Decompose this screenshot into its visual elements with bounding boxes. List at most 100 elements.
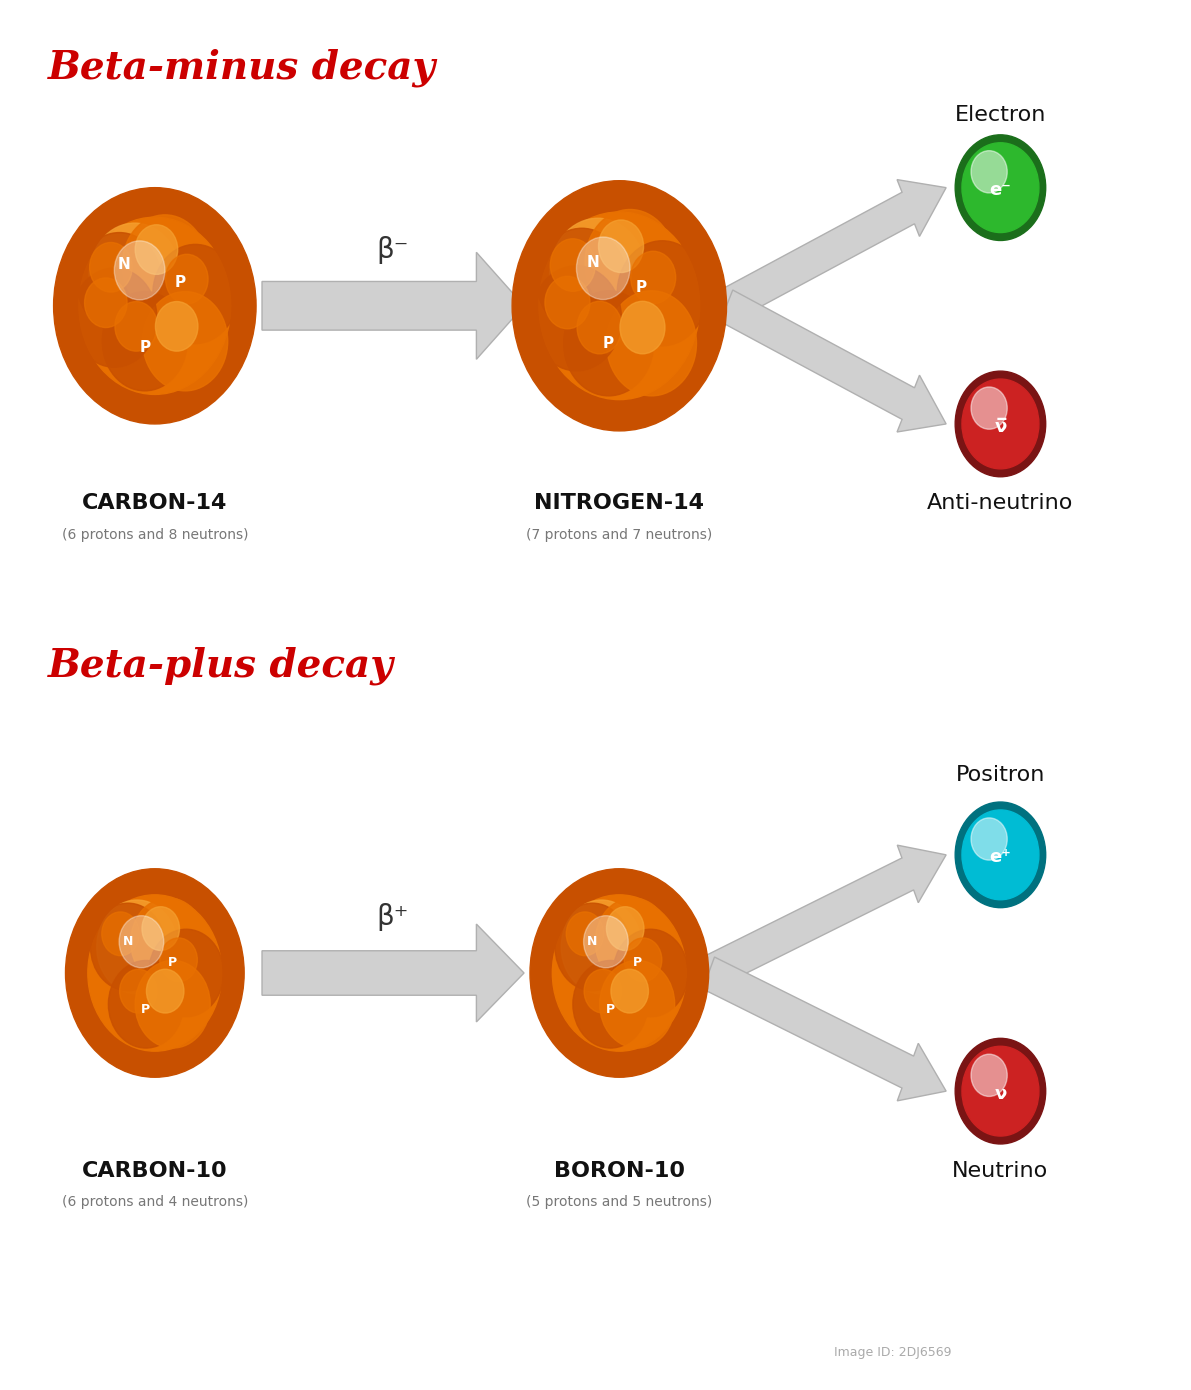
Circle shape xyxy=(617,240,707,346)
Circle shape xyxy=(119,916,164,967)
Text: (5 protons and 5 neutrons): (5 protons and 5 neutrons) xyxy=(526,1195,712,1209)
Circle shape xyxy=(599,220,643,272)
Circle shape xyxy=(600,960,674,1048)
Circle shape xyxy=(108,960,183,1048)
Text: alamy: alamy xyxy=(48,1347,132,1371)
Text: P: P xyxy=(175,275,186,289)
Text: NITROGEN-14: NITROGEN-14 xyxy=(535,493,704,513)
Circle shape xyxy=(971,1054,1008,1097)
Text: Anti-neutrino: Anti-neutrino xyxy=(928,493,1073,513)
Text: (6 protons and 4 neutrons): (6 protons and 4 neutrons) xyxy=(62,1195,248,1209)
Circle shape xyxy=(611,969,648,1013)
Circle shape xyxy=(573,960,648,1048)
Circle shape xyxy=(136,225,177,274)
Text: Beta-minus decay: Beta-minus decay xyxy=(48,49,436,88)
Circle shape xyxy=(123,215,207,314)
Circle shape xyxy=(563,291,654,396)
Circle shape xyxy=(85,278,127,328)
Circle shape xyxy=(576,238,630,300)
FancyArrow shape xyxy=(703,958,946,1101)
Circle shape xyxy=(89,222,180,329)
Circle shape xyxy=(621,302,665,354)
Circle shape xyxy=(54,188,256,424)
Circle shape xyxy=(116,302,157,352)
Text: P: P xyxy=(142,1004,150,1016)
Circle shape xyxy=(531,265,622,371)
Circle shape xyxy=(631,252,675,304)
Text: N: N xyxy=(587,935,598,948)
Text: Beta-plus decay: Beta-plus decay xyxy=(48,646,393,685)
Circle shape xyxy=(553,895,686,1051)
Text: e⁺: e⁺ xyxy=(990,848,1011,866)
Text: P: P xyxy=(168,956,177,969)
Circle shape xyxy=(166,254,208,304)
Circle shape xyxy=(101,912,139,956)
Circle shape xyxy=(962,810,1039,899)
Circle shape xyxy=(537,228,626,334)
Text: (6 protons and 8 neutrons): (6 protons and 8 neutrons) xyxy=(62,528,248,542)
Circle shape xyxy=(79,217,231,395)
Circle shape xyxy=(96,901,177,994)
Circle shape xyxy=(584,916,629,967)
Circle shape xyxy=(962,379,1039,468)
Circle shape xyxy=(66,869,244,1077)
Text: (7 protons and 7 neutrons): (7 protons and 7 neutrons) xyxy=(526,528,712,542)
Circle shape xyxy=(550,239,596,292)
Text: Positron: Positron xyxy=(955,766,1046,785)
Circle shape xyxy=(91,904,166,991)
Circle shape xyxy=(606,291,697,396)
Text: www.alamy.com: www.alamy.com xyxy=(834,1365,947,1377)
Text: Neutrino: Neutrino xyxy=(953,1161,1048,1180)
Circle shape xyxy=(955,802,1046,908)
Circle shape xyxy=(152,245,238,343)
FancyArrow shape xyxy=(262,924,524,1022)
Text: N: N xyxy=(586,254,599,270)
Circle shape xyxy=(88,895,222,1051)
Circle shape xyxy=(971,817,1008,860)
Circle shape xyxy=(131,898,206,986)
Text: CARBON-14: CARBON-14 xyxy=(82,493,227,513)
Circle shape xyxy=(77,232,162,332)
Circle shape xyxy=(142,906,180,951)
FancyArrow shape xyxy=(721,291,946,432)
Circle shape xyxy=(156,302,198,352)
Circle shape xyxy=(538,213,700,400)
Circle shape xyxy=(136,960,211,1048)
Text: CARBON-10: CARBON-10 xyxy=(82,1161,227,1180)
Text: N: N xyxy=(118,257,131,272)
FancyArrow shape xyxy=(703,845,946,988)
Circle shape xyxy=(530,869,709,1077)
Text: Image ID: 2DJ6569: Image ID: 2DJ6569 xyxy=(834,1346,952,1359)
Text: P: P xyxy=(606,1004,615,1016)
Circle shape xyxy=(146,969,183,1013)
Text: ν: ν xyxy=(994,1084,1006,1102)
Circle shape xyxy=(578,302,622,354)
Circle shape xyxy=(613,930,688,1017)
Circle shape xyxy=(119,969,157,1013)
Circle shape xyxy=(89,242,132,292)
Circle shape xyxy=(584,969,622,1013)
Circle shape xyxy=(561,901,642,994)
FancyArrow shape xyxy=(262,253,524,360)
Circle shape xyxy=(955,1038,1046,1144)
Text: β⁻: β⁻ xyxy=(376,236,410,264)
Text: e⁻: e⁻ xyxy=(990,181,1011,199)
Circle shape xyxy=(71,268,157,367)
Text: P: P xyxy=(632,956,642,969)
Circle shape xyxy=(962,1047,1039,1136)
Circle shape xyxy=(585,210,675,314)
Circle shape xyxy=(114,240,164,300)
Text: Electron: Electron xyxy=(955,106,1046,125)
Circle shape xyxy=(512,181,727,431)
Circle shape xyxy=(102,292,187,391)
Circle shape xyxy=(555,904,630,991)
Text: ν̅: ν̅ xyxy=(994,417,1006,435)
Circle shape xyxy=(545,277,590,329)
Circle shape xyxy=(160,938,198,981)
Text: N: N xyxy=(123,935,133,948)
Circle shape xyxy=(955,371,1046,477)
Circle shape xyxy=(606,906,644,951)
Text: P: P xyxy=(139,339,150,354)
Circle shape xyxy=(149,930,224,1017)
Circle shape xyxy=(971,386,1008,430)
